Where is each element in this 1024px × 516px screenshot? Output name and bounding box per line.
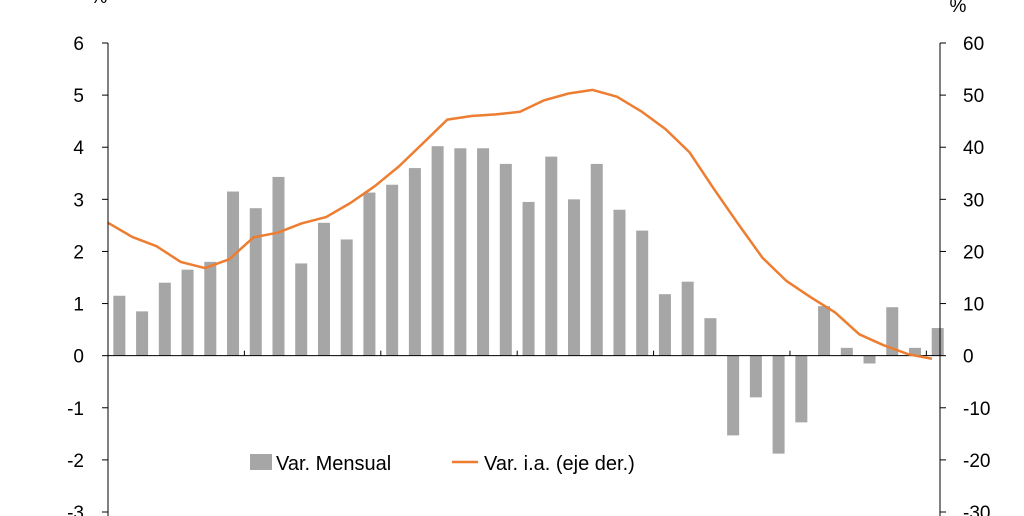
left-tick-label: 1 [73, 295, 84, 316]
bar [886, 307, 899, 356]
bar [454, 148, 467, 356]
bar [272, 176, 285, 356]
bar [772, 355, 785, 454]
bar [227, 191, 240, 356]
right-tick-label: -30 [963, 503, 990, 516]
left-axis-unit: % [91, 0, 108, 8]
left-axis: -3 -2 -1 0 1 2 3 4 5 6 % [67, 0, 109, 516]
bar [317, 222, 330, 356]
bar [681, 281, 694, 356]
bar [477, 148, 490, 356]
bar [931, 328, 944, 356]
bar [613, 209, 626, 356]
bar [158, 282, 171, 356]
right-tick-label: 40 [963, 138, 984, 159]
bar [840, 347, 853, 356]
left-tick-label: 3 [73, 190, 84, 211]
bar [727, 355, 740, 436]
bar [181, 269, 194, 356]
bar [363, 192, 376, 356]
right-tick-label: -20 [963, 451, 990, 472]
bar [113, 295, 126, 356]
left-tick-label: 4 [73, 138, 84, 159]
left-tick-label: -1 [67, 399, 84, 420]
bar [295, 263, 308, 356]
legend: Var. Mensual Var. i.a. (eje der.) [250, 453, 635, 475]
right-axis: -30 -20 -10 0 10 20 30 40 50 60 % [939, 0, 990, 516]
right-tick-label: 50 [963, 86, 984, 107]
left-tick-label: 5 [73, 86, 84, 107]
bar [522, 201, 535, 356]
bar [704, 318, 717, 356]
bar [818, 306, 831, 356]
legend-label-bar: Var. Mensual [276, 453, 391, 475]
bar [590, 163, 603, 356]
left-tick-label: 6 [73, 34, 84, 55]
bars-group [113, 146, 944, 454]
bar [568, 199, 581, 356]
bar [795, 355, 808, 423]
right-tick-label: 60 [963, 34, 984, 55]
bar [431, 146, 444, 356]
right-tick-label: 30 [963, 190, 984, 211]
bar [658, 294, 671, 356]
legend-label-line: Var. i.a. (eje der.) [484, 453, 635, 475]
series-line-var-ia [107, 88, 933, 361]
bar [749, 355, 762, 398]
bar [408, 168, 421, 356]
bar [908, 347, 921, 356]
left-tick-label: 2 [73, 242, 84, 263]
bar [386, 184, 399, 356]
left-tick-label: 0 [73, 347, 84, 368]
left-tick-label: -2 [67, 451, 84, 472]
right-tick-label: 20 [963, 242, 984, 263]
bar [863, 355, 876, 364]
right-tick-label: 10 [963, 295, 984, 316]
right-tick-label: 0 [963, 347, 974, 368]
bar [249, 208, 262, 356]
bar [636, 230, 649, 356]
bar [340, 239, 353, 356]
bar [136, 311, 149, 356]
plot-area [107, 88, 944, 454]
bar [545, 156, 558, 356]
left-tick-label: -3 [67, 503, 84, 516]
right-tick-label: -10 [963, 399, 990, 420]
legend-swatch-bar [250, 454, 272, 470]
bar [204, 261, 217, 356]
right-axis-unit: % [950, 0, 967, 17]
bar [499, 163, 512, 356]
